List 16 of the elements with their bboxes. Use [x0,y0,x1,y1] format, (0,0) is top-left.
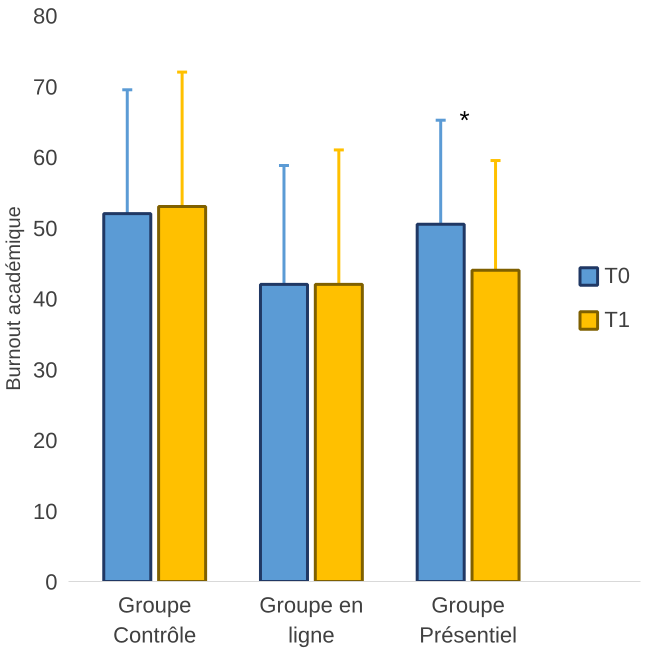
legend-label: T0 [604,263,630,289]
x-tick-label: Groupe Présentiel [419,592,518,648]
annotation: * [459,105,470,136]
y-axis-title: Burnout académique [3,206,26,391]
y-tick-label: 70 [33,74,58,100]
legend-label: T1 [604,307,630,333]
y-tick-label: 40 [33,286,58,312]
y-tick-label: 50 [33,216,58,241]
y-tick-label: 80 [33,4,58,28]
y-tick-label: 30 [33,357,58,382]
x-tick-label: Groupe en ligne [259,592,364,648]
y-tick-label: 0 [45,570,58,594]
x-tick-label: Groupe Contrôle [113,592,196,648]
y-tick-label: 60 [33,145,58,170]
y-tick-label: 10 [33,498,58,524]
y-tick-label: 20 [33,428,58,453]
